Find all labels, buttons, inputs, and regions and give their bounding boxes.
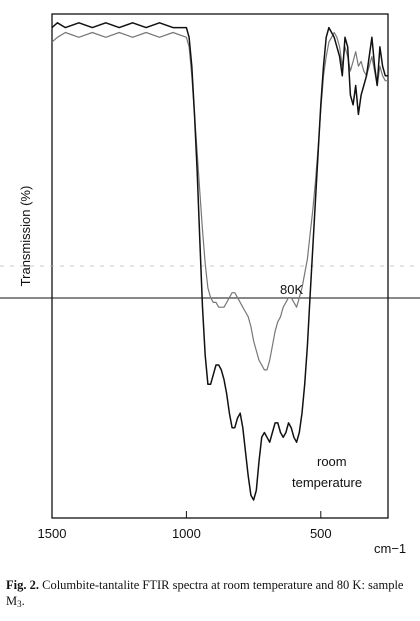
y-axis-label: Transmission (%)	[18, 186, 33, 287]
caption-text: Columbite-tantalite FTIR spectra at room…	[6, 578, 404, 608]
series-line-80k	[51, 31, 388, 371]
chart-series	[51, 22, 388, 501]
x-tick-label-500: 500	[310, 526, 332, 541]
annotation-room: room	[317, 454, 347, 469]
x-unit-label: cm−1	[374, 541, 406, 556]
chart-axes: 1500 1000 500 cm−1 Transmission (%)	[18, 13, 406, 556]
caption-subscript: 3	[17, 599, 22, 609]
caption-end: .	[21, 594, 25, 608]
annotation-temperature: temperature	[292, 475, 362, 490]
caption-figure-number: Fig. 2.	[6, 578, 39, 592]
reference-lines	[0, 265, 420, 299]
figure-caption: Fig. 2. Columbite-tantalite FTIR spectra…	[6, 577, 416, 612]
x-tick-label-1000: 1000	[172, 526, 201, 541]
x-tick-label-1500: 1500	[38, 526, 67, 541]
series-line-room-temperature	[51, 22, 388, 501]
chart-labels: 80K room temperature	[280, 282, 362, 490]
annotation-80k: 80K	[280, 282, 303, 297]
